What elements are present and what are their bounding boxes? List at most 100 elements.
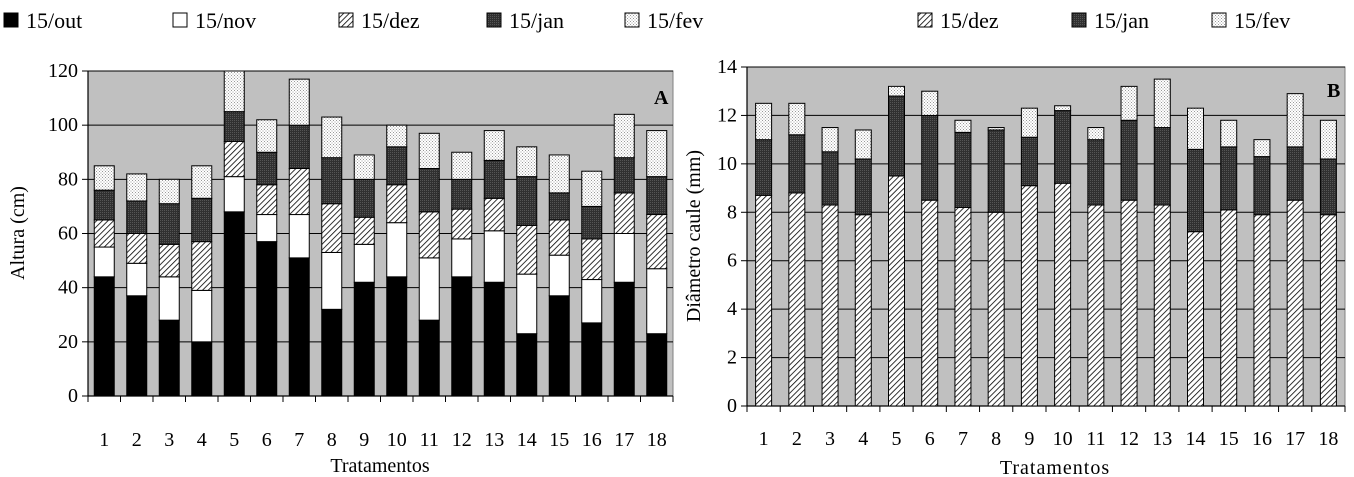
- legend-label: 15/jan: [509, 8, 564, 33]
- bar-segment-15-jan-trat-10: [1054, 110, 1072, 184]
- bar-segment-15-out-trat-10: [386, 276, 408, 397]
- x-tick-label: 11: [1086, 428, 1105, 450]
- y-tick-label: 100: [48, 114, 78, 136]
- bar-segment-15-fev-trat-16: [1253, 139, 1271, 158]
- y-tick-label: 2: [727, 347, 737, 369]
- bar-segment-15-jan-trat-12: [1120, 119, 1138, 201]
- bar-segment-15-fev-trat-12: [451, 151, 473, 180]
- bar-segment-15-nov-trat-11: [418, 257, 440, 321]
- bar-segment-15-fev-trat-17: [613, 113, 635, 159]
- bar-segment-15-nov-trat-12: [451, 238, 473, 278]
- x-tick-label: 5: [229, 429, 239, 451]
- bar-segment-15-fev-trat-15: [1220, 119, 1238, 148]
- legend-swatch-15-jan: [1071, 12, 1087, 28]
- bar-segment-15-dez-trat-13: [1153, 204, 1171, 407]
- bar-segment-15-fev-trat-15: [548, 154, 570, 194]
- x-tick-label: 12: [452, 429, 472, 451]
- bar-segment-15-out-trat-18: [646, 333, 668, 397]
- bar-segment-15-fev-trat-1: [755, 102, 773, 141]
- bar-segment-15-fev-trat-9: [353, 154, 375, 180]
- bar-segment-15-jan-trat-5: [888, 95, 905, 177]
- bar-segment-15-fev-trat-8: [321, 116, 343, 159]
- x-tick-label: 14: [517, 429, 537, 451]
- bar-segment-15-dez-trat-1: [93, 219, 115, 248]
- bar-segment-15-nov-trat-5: [223, 176, 245, 213]
- bar-segment-15-fev-trat-17: [1286, 93, 1304, 148]
- bar-segment-15-dez-trat-12: [451, 208, 473, 240]
- legend-label: 15/nov: [195, 8, 256, 33]
- bar-segment-15-dez-trat-11: [1087, 204, 1105, 407]
- bar-segment-15-dez-trat-6: [256, 184, 278, 216]
- y-tick-label: 6: [727, 250, 737, 272]
- bar-segment-15-fev-trat-9: [1020, 107, 1038, 138]
- bar-segment-15-fev-trat-6: [256, 119, 278, 153]
- bar-segment-15-jan-trat-11: [418, 168, 440, 213]
- x-tick-label: 9: [359, 429, 369, 451]
- bar-segment-15-dez-trat-18: [1319, 214, 1337, 407]
- bar-segment-15-nov-trat-8: [321, 251, 343, 310]
- x-axis-title: Tratamentos: [330, 455, 429, 477]
- legend-label: 15/dez: [361, 8, 420, 33]
- x-tick-label: 9: [1024, 428, 1034, 450]
- y-tick-label: 80: [58, 168, 78, 190]
- legend-swatch-15-nov: [172, 12, 188, 28]
- y-axis-title: Diâmetro caule (mm): [683, 150, 705, 322]
- y-tick-label: 4: [727, 298, 737, 320]
- bar-segment-15-nov-trat-16: [581, 279, 603, 324]
- bar-segment-15-jan-trat-4: [854, 158, 872, 216]
- bar-segment-15-out-trat-5: [223, 211, 245, 397]
- bar-segment-15-dez-trat-1: [755, 194, 773, 407]
- bar-segment-15-dez-trat-9: [353, 216, 375, 245]
- x-tick-label: 13: [484, 429, 504, 451]
- bar-segment-15-fev-trat-13: [483, 130, 505, 161]
- bar-segment-15-dez-trat-2: [126, 233, 148, 264]
- legend-swatch-15-fev: [1211, 12, 1227, 28]
- y-tick-label: 12: [717, 104, 737, 126]
- bar-segment-15-fev-trat-13: [1153, 78, 1171, 129]
- bar-segment-15-jan-trat-18: [1319, 158, 1337, 216]
- bar-segment-15-dez-trat-9: [1020, 185, 1038, 407]
- bar-segment-15-nov-trat-9: [353, 243, 375, 283]
- y-tick-label: 20: [58, 331, 78, 353]
- bar-segment-15-dez-trat-15: [1220, 209, 1238, 407]
- x-tick-label: 2: [792, 428, 802, 450]
- x-tick-label: 16: [582, 429, 602, 451]
- y-tick-label: 60: [58, 223, 78, 245]
- bar-segment-15-nov-trat-13: [483, 230, 505, 283]
- x-axis-title: Tratamentos: [1000, 457, 1110, 477]
- x-tick-label: 16: [1252, 428, 1272, 450]
- bar-segment-15-dez-trat-8: [321, 203, 343, 253]
- bar-segment-15-dez-trat-18: [646, 214, 668, 270]
- legend-swatch-15-dez: [917, 12, 933, 28]
- bar-segment-15-jan-trat-12: [451, 178, 473, 210]
- x-tick-label: 13: [1152, 428, 1172, 450]
- bar-segment-15-jan-trat-17: [613, 157, 635, 194]
- bar-segment-15-fev-trat-11: [418, 132, 440, 170]
- bar-segment-15-jan-trat-18: [646, 176, 668, 216]
- x-tick-label: 17: [614, 429, 634, 451]
- bar-segment-15-dez-trat-16: [581, 238, 603, 281]
- bar-segment-15-jan-trat-9: [1020, 136, 1038, 187]
- bar-segment-15-jan-trat-2: [126, 200, 148, 234]
- bar-segment-15-fev-trat-18: [646, 130, 668, 178]
- bar-segment-15-jan-trat-15: [1220, 146, 1238, 211]
- bar-segment-15-dez-trat-4: [854, 214, 872, 407]
- bar-segment-15-dez-trat-5: [223, 140, 245, 178]
- bar-segment-15-jan-trat-1: [755, 139, 773, 196]
- bar-segment-15-out-trat-11: [418, 319, 440, 397]
- bar-segment-15-jan-trat-13: [1153, 127, 1171, 206]
- x-tick-label: 4: [197, 429, 207, 451]
- x-tick-label: 8: [327, 429, 337, 451]
- bar-segment-15-nov-trat-2: [126, 262, 148, 297]
- bar-segment-15-out-trat-9: [353, 281, 375, 397]
- bar-segment-15-fev-trat-2: [126, 173, 148, 202]
- x-tick-label: 11: [420, 429, 439, 451]
- bar-segment-15-nov-trat-6: [256, 214, 278, 243]
- bar-segment-15-jan-trat-3: [821, 151, 839, 206]
- bar-segment-15-fev-trat-18: [1319, 119, 1337, 160]
- bar-segment-15-nov-trat-3: [158, 276, 180, 321]
- bar-segment-15-nov-trat-15: [548, 254, 570, 297]
- y-tick-label: 10: [717, 153, 737, 175]
- bar-segment-15-dez-trat-6: [921, 199, 939, 407]
